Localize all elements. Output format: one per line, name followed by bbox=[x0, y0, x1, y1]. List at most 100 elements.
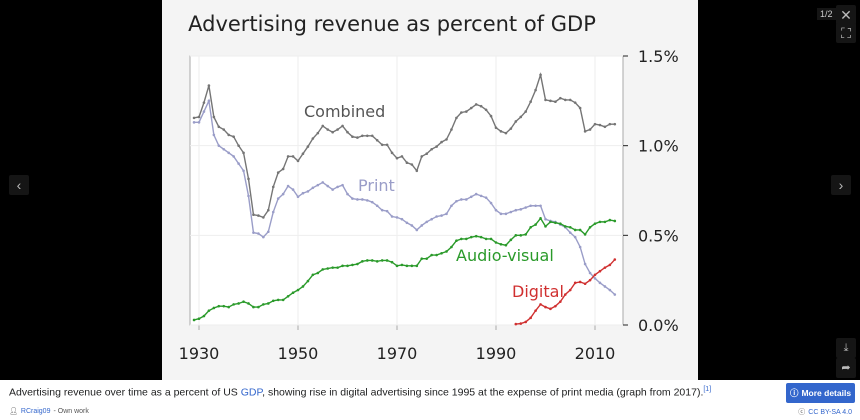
image-counter: 1/2 bbox=[817, 8, 836, 20]
author-suffix: - Own work bbox=[53, 407, 89, 415]
data-point-print bbox=[306, 190, 310, 193]
data-point-audio-visual bbox=[370, 259, 374, 262]
data-point-combined bbox=[212, 115, 216, 119]
fullscreen-icon[interactable]: ⛶ bbox=[836, 23, 856, 43]
data-point-print bbox=[336, 185, 339, 189]
data-point-audio-visual bbox=[405, 264, 409, 268]
data-point-combined bbox=[450, 128, 453, 131]
data-point-audio-visual bbox=[603, 220, 607, 224]
chevron-right-icon[interactable]: › bbox=[831, 175, 851, 195]
data-point-combined bbox=[469, 106, 473, 110]
data-point-print bbox=[321, 181, 325, 184]
data-point-combined bbox=[613, 122, 617, 126]
data-point-combined bbox=[341, 124, 344, 128]
data-point-combined bbox=[192, 116, 196, 120]
data-point-print bbox=[242, 169, 245, 173]
data-point-audio-visual bbox=[465, 237, 468, 241]
gdp-link[interactable]: GDP bbox=[240, 386, 263, 399]
data-point-print bbox=[271, 210, 275, 214]
user-icon: 👤︎ bbox=[9, 408, 18, 415]
more-details-button[interactable]: ⓘ More details bbox=[786, 383, 855, 403]
data-point-combined bbox=[554, 100, 557, 104]
data-point-audio-visual bbox=[588, 225, 592, 229]
data-point-audio-visual bbox=[415, 264, 419, 268]
data-point-audio-visual bbox=[296, 288, 300, 292]
more-details-label: More details bbox=[801, 388, 852, 398]
license-link[interactable]: ⓒ CC BY-SA 4.0 bbox=[798, 407, 852, 417]
data-point-digital bbox=[529, 316, 532, 320]
data-point-audio-visual bbox=[395, 264, 399, 268]
data-point-audio-visual bbox=[331, 266, 334, 269]
data-point-print bbox=[469, 195, 473, 199]
data-point-digital bbox=[568, 288, 572, 292]
close-icon[interactable]: ✕ bbox=[836, 5, 856, 25]
download-icon[interactable]: ⤓ bbox=[836, 338, 856, 358]
data-point-audio-visual bbox=[271, 299, 275, 303]
data-point-combined bbox=[247, 177, 250, 181]
data-point-combined bbox=[539, 73, 542, 77]
data-point-print bbox=[262, 235, 265, 239]
data-point-print bbox=[341, 183, 344, 187]
reference-link[interactable]: [1] bbox=[703, 386, 712, 393]
data-point-audio-visual bbox=[598, 220, 602, 224]
data-point-combined bbox=[227, 133, 230, 137]
data-point-print bbox=[361, 198, 364, 201]
data-point-combined bbox=[514, 120, 518, 123]
data-point-audio-visual bbox=[499, 243, 503, 246]
data-point-audio-visual bbox=[564, 225, 567, 228]
data-point-combined bbox=[207, 84, 211, 87]
data-point-combined bbox=[380, 143, 384, 147]
data-point-audio-visual bbox=[346, 264, 349, 268]
data-point-audio-visual bbox=[375, 260, 379, 263]
data-point-print bbox=[489, 201, 493, 205]
data-point-combined bbox=[474, 103, 478, 106]
data-point-combined bbox=[385, 143, 389, 147]
caption-text-rest: , showing rise in digital advertising si… bbox=[262, 386, 704, 399]
data-point-combined bbox=[252, 213, 255, 217]
data-point-print bbox=[415, 228, 419, 232]
data-point-audio-visual bbox=[237, 302, 240, 305]
data-point-print bbox=[237, 162, 240, 165]
data-point-audio-visual bbox=[311, 273, 315, 277]
data-point-print bbox=[276, 197, 280, 200]
data-point-audio-visual bbox=[440, 251, 443, 255]
data-point-audio-visual bbox=[262, 303, 265, 306]
data-point-audio-visual bbox=[534, 223, 537, 226]
data-point-combined bbox=[410, 163, 414, 166]
data-point-audio-visual bbox=[544, 225, 547, 228]
data-point-print bbox=[603, 285, 607, 288]
data-point-audio-visual bbox=[291, 291, 295, 295]
data-point-digital bbox=[549, 307, 552, 311]
data-point-audio-visual bbox=[276, 298, 280, 302]
data-point-combined bbox=[232, 135, 235, 138]
data-point-print bbox=[380, 208, 384, 212]
data-point-print bbox=[291, 188, 295, 191]
data-point-audio-visual bbox=[578, 228, 582, 232]
line-chart: 1930 1950 1970 1990 2010 0.0% 0.5% 1.0% 1.5% Comb… bbox=[179, 47, 679, 363]
data-point-digital bbox=[539, 303, 542, 306]
data-point-print bbox=[519, 208, 523, 211]
data-point-audio-visual bbox=[455, 239, 458, 243]
x-tick-label: 1950 bbox=[278, 344, 319, 363]
data-point-audio-visual bbox=[514, 234, 518, 237]
data-point-print bbox=[598, 281, 602, 285]
data-point-audio-visual bbox=[306, 279, 310, 283]
data-point-audio-visual bbox=[286, 295, 290, 298]
data-point-audio-visual bbox=[504, 243, 508, 247]
y-tick-label: 1.5% bbox=[638, 47, 679, 66]
author-link[interactable]: RCraig09 bbox=[20, 407, 51, 415]
data-point-combined bbox=[242, 151, 245, 155]
data-point-combined bbox=[400, 155, 404, 158]
data-point-print bbox=[578, 245, 582, 249]
data-point-audio-visual bbox=[519, 234, 523, 237]
share-icon[interactable]: ➦ bbox=[836, 358, 856, 378]
data-point-print bbox=[534, 204, 537, 208]
data-point-combined bbox=[534, 88, 537, 92]
data-point-print bbox=[222, 147, 226, 151]
data-point-combined bbox=[499, 130, 503, 133]
data-point-print bbox=[450, 204, 453, 208]
data-point-audio-visual bbox=[247, 302, 250, 305]
image-caption: Advertising revenue over time as a perce… bbox=[9, 386, 711, 399]
data-point-combined bbox=[366, 134, 369, 138]
chevron-left-icon[interactable]: ‹ bbox=[9, 175, 29, 195]
